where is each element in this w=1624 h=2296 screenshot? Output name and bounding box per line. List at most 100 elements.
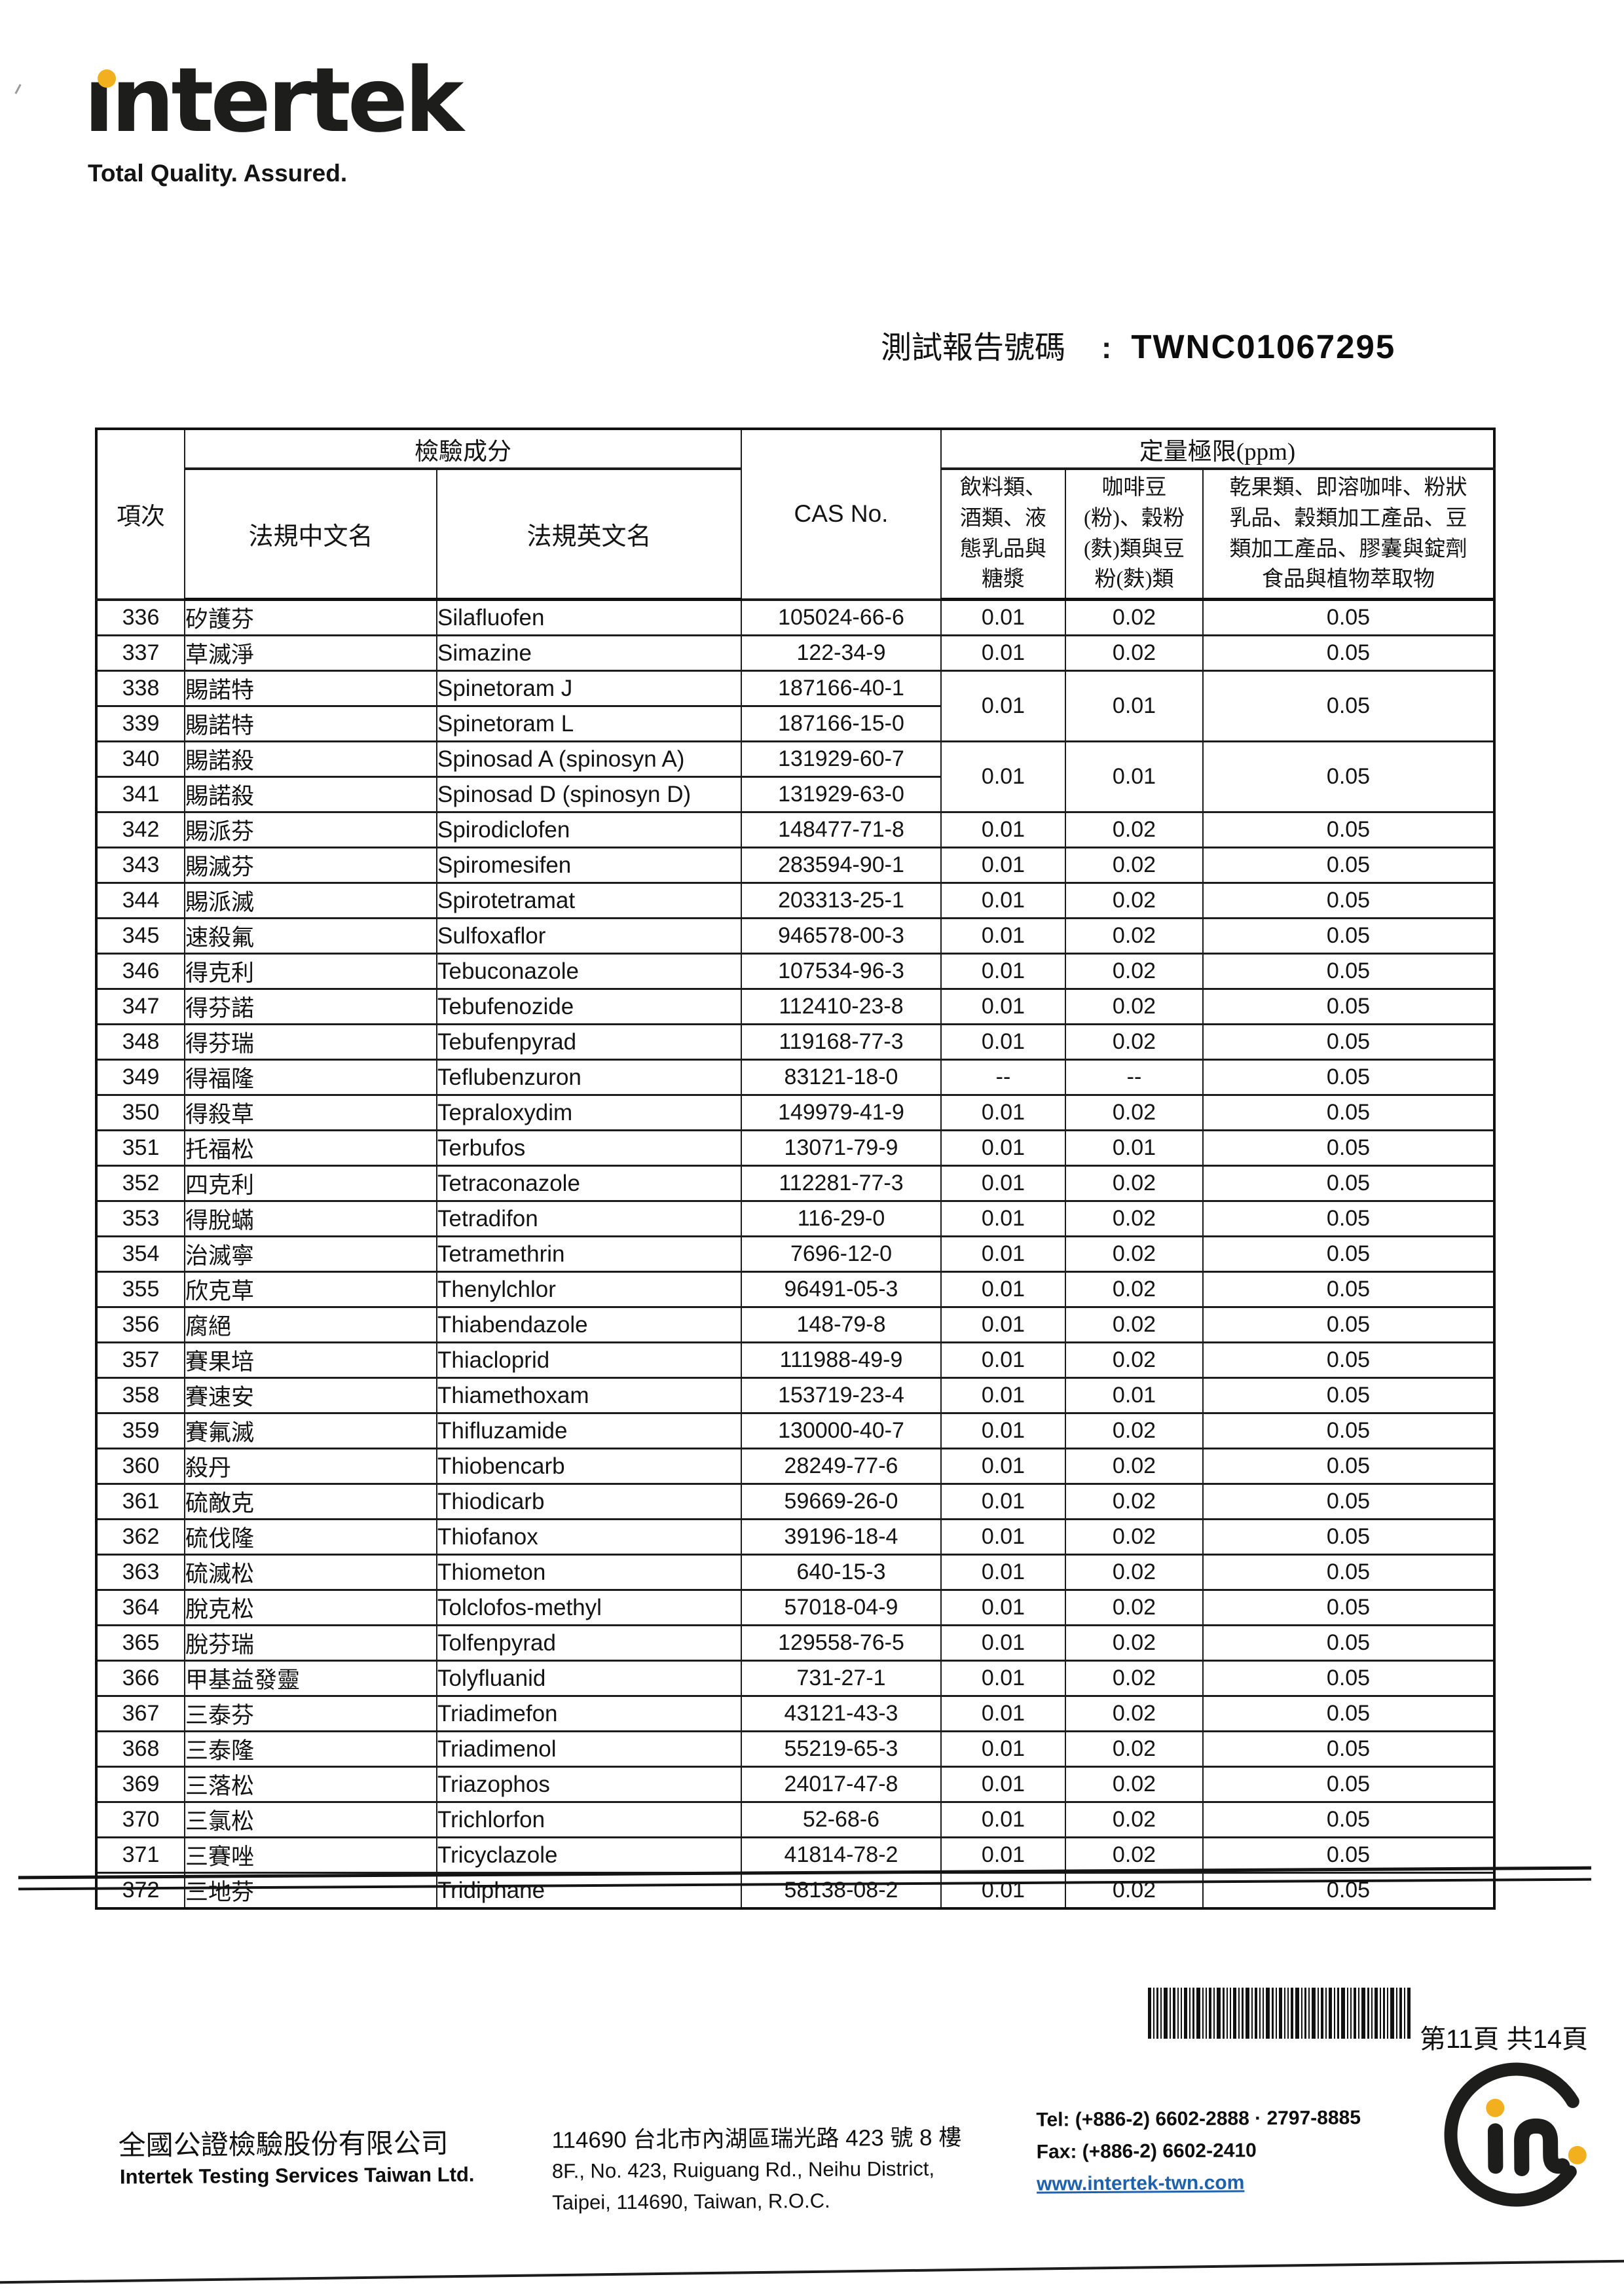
cell-item-no: 364 (96, 1589, 185, 1626)
cell-cas-no: 946578-00-3 (741, 917, 942, 955)
intertek-circle-logo-icon (1444, 2062, 1587, 2207)
cell-cas-no: 116-29-0 (741, 1200, 942, 1237)
cell-loq-beverages: 0.01 (940, 917, 1066, 955)
table-row: 355 欣克草 Thenylchlor 96491-05-3 0.01 0.02 0.05 (96, 1271, 1496, 1308)
cell-name-en: Spinosad A (spinosyn A) (436, 740, 742, 778)
cell-loq-beverages: -- (940, 1059, 1066, 1096)
cell-loq-coffee-grain: -- (1065, 1059, 1204, 1096)
cell-name-zh: 賽果培 (184, 1341, 437, 1379)
cell-cas-no: 203313-25-1 (741, 882, 942, 919)
table-row: 354 治滅寧 Tetramethrin 7696-12-0 0.01 0.02 0.05 (96, 1235, 1496, 1273)
cell-name-zh: 托福松 (184, 1129, 437, 1167)
cell-loq-beverages: 0.01 (940, 1554, 1066, 1591)
cell-name-zh: 賜諾殺 (184, 740, 437, 778)
cell-name-zh: 脫芬瑞 (184, 1624, 437, 1662)
cell-name-zh: 矽護芬 (184, 598, 437, 636)
cell-loq-dried-processed: 0.05 (1202, 1660, 1496, 1697)
cell-name-zh: 硫敵克 (184, 1483, 437, 1520)
cell-loq-coffee-grain: 0.02 (1065, 1730, 1204, 1768)
cell-loq-coffee-grain: 0.01 (1065, 1377, 1204, 1414)
report-number-separator: : (1101, 331, 1112, 365)
cell-item-no: 354 (96, 1235, 185, 1273)
cell-loq-dried-processed: 0.05 (1202, 917, 1496, 955)
table-row: 368 三泰隆 Triadimenol 55219-65-3 0.01 0.02 0.05 (96, 1730, 1496, 1768)
cell-loq-beverages: 0.01 (940, 1377, 1066, 1414)
footer-company-name-en: Intertek Testing Services Taiwan Ltd. (119, 2162, 475, 2189)
cell-loq-coffee-grain: 0.02 (1065, 882, 1204, 919)
brand-tagline: Total Quality. Assured. (88, 160, 348, 187)
cell-name-zh: 腐絕 (184, 1306, 437, 1343)
cell-item-no: 353 (96, 1200, 185, 1237)
cell-loq-coffee-grain: 0.02 (1065, 1412, 1204, 1449)
cell-loq-coffee-grain: 0.01 (1065, 740, 1204, 813)
cell-name-zh: 三落松 (184, 1766, 437, 1803)
cell-cas-no: 131929-60-7 (741, 740, 942, 778)
table-row: 349 得福隆 Teflubenzuron 83121-18-0 -- -- 0.05 (96, 1059, 1496, 1096)
cell-loq-coffee-grain: 0.02 (1065, 1165, 1204, 1202)
cell-name-en: Spinetoram J (436, 670, 742, 707)
table-row: 350 得殺草 Tepraloxydim 149979-41-9 0.01 0.02 0.0… (96, 1094, 1496, 1131)
table-row: 356 腐絕 Thiabendazole 148-79-8 0.01 0.02 0.05 (96, 1306, 1496, 1343)
cell-name-zh: 硫伐隆 (184, 1518, 437, 1556)
barcode (1148, 1988, 1411, 2039)
footer-fax: Fax: (+886-2) 6602-2410 (1036, 2140, 1257, 2163)
cell-cas-no: 283594-90-1 (741, 847, 942, 884)
cell-name-en: Sulfoxaflor (436, 917, 742, 955)
cell-cas-no: 105024-66-6 (741, 598, 942, 636)
cell-name-en: Thiometon (436, 1554, 742, 1591)
cell-loq-coffee-grain: 0.02 (1065, 1766, 1204, 1803)
cell-item-no: 339 (96, 705, 185, 742)
cell-name-en: Spiromesifen (436, 847, 742, 884)
cell-name-en: Tolclofos-methyl (436, 1589, 742, 1626)
cell-item-no: 352 (96, 1165, 185, 1202)
cell-name-en: Silafluofen (436, 598, 742, 636)
header-cn-name: 法規中文名 (184, 467, 437, 601)
cell-name-en: Trichlorfon (436, 1801, 742, 1838)
cell-item-no: 360 (96, 1448, 185, 1485)
table-row: 367 三泰芬 Triadimefon 43121-43-3 0.01 0.02 0.05 (96, 1695, 1496, 1732)
cell-cas-no: 7696-12-0 (741, 1235, 942, 1273)
cell-loq-dried-processed: 0.05 (1202, 811, 1496, 848)
cell-loq-coffee-grain: 0.02 (1065, 634, 1204, 672)
cell-loq-coffee-grain: 0.02 (1065, 598, 1204, 636)
cell-item-no: 365 (96, 1624, 185, 1662)
table-row: 359 賽氟滅 Thifluzamide 130000-40-7 0.01 0.02 0.0… (96, 1412, 1496, 1449)
cell-item-no: 340 (96, 740, 185, 778)
footer-company-name-zh: 全國公證檢驗股份有限公司 (118, 2128, 449, 2162)
cell-item-no: 363 (96, 1554, 185, 1591)
cell-loq-beverages: 0.01 (940, 1200, 1066, 1237)
cell-name-en: Thiofanox (436, 1518, 742, 1556)
cell-loq-coffee-grain: 0.02 (1065, 1023, 1204, 1061)
cell-name-en: Spirodiclofen (436, 811, 742, 848)
footer-website-link[interactable]: www.intertek-twn.com (1036, 2172, 1245, 2195)
cell-name-en: Thifluzamide (436, 1412, 742, 1449)
cell-loq-coffee-grain: 0.01 (1065, 670, 1204, 742)
cell-loq-beverages: 0.01 (940, 1271, 1066, 1308)
footer-tel: Tel: (+886-2) 6602-2888 · 2797-8885 (1036, 2107, 1361, 2131)
cell-name-en: Tebufenpyrad (436, 1023, 742, 1061)
cell-loq-coffee-grain: 0.02 (1065, 1094, 1204, 1131)
cell-name-zh: 得芬諾 (184, 988, 437, 1025)
cell-loq-coffee-grain: 0.02 (1065, 1483, 1204, 1520)
table-row: 357 賽果培 Thiacloprid 111988-49-9 0.01 0.02 0.05 (96, 1341, 1496, 1379)
cell-loq-dried-processed: 0.05 (1202, 1341, 1496, 1379)
cell-name-en: Tricyclazole (436, 1836, 742, 1874)
cell-name-zh: 甲基益發靈 (184, 1660, 437, 1697)
cell-cas-no: 149979-41-9 (741, 1094, 942, 1131)
footer-address-zh: 114690 台北市內湖區瑞光路 423 號 8 樓 (551, 2124, 962, 2153)
cell-item-no: 358 (96, 1377, 185, 1414)
cell-cas-no: 148477-71-8 (741, 811, 942, 848)
cell-loq-beverages: 0.01 (940, 634, 1066, 672)
cell-cas-no: 129558-76-5 (741, 1624, 942, 1662)
cell-cas-no: 112410-23-8 (741, 988, 942, 1025)
cell-loq-beverages: 0.01 (940, 811, 1066, 848)
cell-name-en: Thiobencarb (436, 1448, 742, 1485)
cell-item-no: 357 (96, 1341, 185, 1379)
table-row: 369 三落松 Triazophos 24017-47-8 0.01 0.02 0.05 (96, 1766, 1496, 1803)
cell-cas-no: 111988-49-9 (741, 1341, 942, 1379)
cell-loq-coffee-grain: 0.02 (1065, 1306, 1204, 1343)
cell-name-en: Spirotetramat (436, 882, 742, 919)
cell-loq-coffee-grain: 0.02 (1065, 847, 1204, 884)
cell-loq-beverages: 0.01 (940, 1483, 1066, 1520)
